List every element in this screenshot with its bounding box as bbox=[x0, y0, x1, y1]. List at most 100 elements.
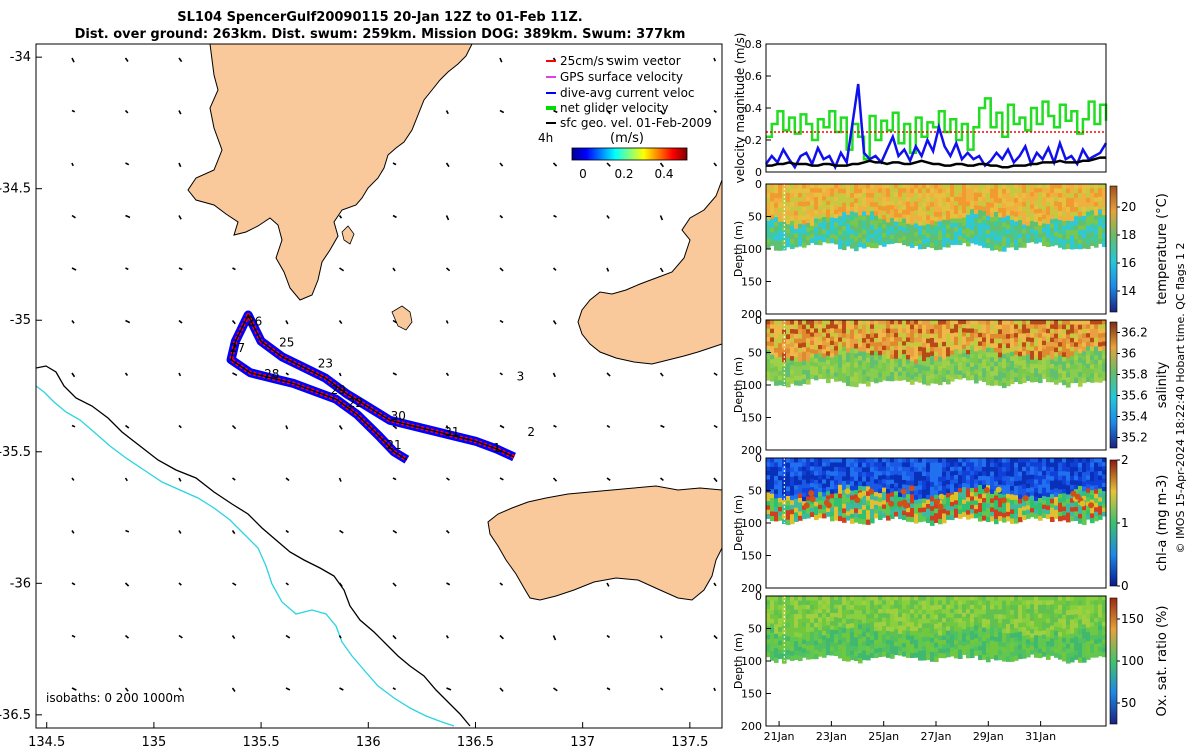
section-cell bbox=[894, 225, 899, 231]
section-cell bbox=[986, 508, 991, 514]
section-cell bbox=[1022, 462, 1027, 468]
section-cell bbox=[1038, 342, 1043, 348]
section-cell bbox=[862, 229, 867, 235]
section-cell bbox=[1034, 496, 1039, 502]
section-cell bbox=[994, 343, 999, 349]
surface-vector bbox=[178, 530, 182, 534]
section-cell bbox=[1094, 507, 1099, 513]
section-cell bbox=[914, 458, 919, 464]
section-cell bbox=[810, 345, 815, 350]
section-cell bbox=[1098, 377, 1103, 383]
section-cell bbox=[1082, 216, 1087, 222]
section-cell bbox=[1098, 373, 1103, 379]
section-cell bbox=[766, 604, 771, 610]
section-cell bbox=[982, 623, 987, 629]
section-cell bbox=[802, 233, 807, 239]
section-cell bbox=[934, 351, 939, 357]
section-cell bbox=[1098, 359, 1103, 365]
day-label: 27 bbox=[230, 341, 245, 355]
section-cell bbox=[1102, 363, 1107, 368]
section-cell bbox=[974, 205, 979, 211]
surface-vector bbox=[713, 372, 718, 376]
surface-vector bbox=[339, 687, 344, 691]
section-cell bbox=[842, 471, 847, 477]
section-cell bbox=[1078, 472, 1083, 478]
section-cell bbox=[990, 245, 995, 251]
section-cell bbox=[898, 475, 903, 481]
section-cell bbox=[890, 483, 895, 489]
section-cell bbox=[1038, 192, 1043, 197]
section-cell bbox=[878, 188, 883, 194]
section-cell bbox=[778, 212, 783, 218]
section-cell bbox=[1006, 471, 1011, 477]
section-cell bbox=[986, 329, 991, 335]
section-cell bbox=[838, 211, 843, 217]
section-cell bbox=[1078, 485, 1083, 492]
section-cell bbox=[1034, 604, 1039, 610]
section-cell bbox=[826, 621, 831, 626]
section-cell bbox=[814, 475, 819, 481]
section-cell bbox=[914, 328, 919, 334]
section-cell bbox=[1038, 360, 1043, 366]
section-cell bbox=[866, 500, 871, 506]
surface-vector bbox=[124, 687, 129, 692]
section-cell bbox=[846, 497, 851, 503]
section-cell bbox=[942, 210, 947, 216]
section-cell bbox=[970, 492, 975, 498]
section-cell bbox=[1058, 480, 1063, 486]
section-cell bbox=[838, 644, 843, 650]
section-cell bbox=[970, 600, 975, 606]
section-cell bbox=[918, 333, 923, 339]
section-cell bbox=[962, 645, 967, 651]
section-cell bbox=[862, 641, 867, 647]
section-cell bbox=[982, 506, 987, 512]
section-cell bbox=[950, 372, 955, 378]
section-cell bbox=[1034, 337, 1039, 343]
section-cell bbox=[838, 618, 843, 624]
section-cell bbox=[798, 502, 803, 508]
section-cell bbox=[790, 472, 795, 478]
section-cell bbox=[770, 184, 775, 189]
section-cell bbox=[834, 596, 839, 601]
section-cell bbox=[830, 234, 835, 240]
section-cell bbox=[986, 657, 991, 663]
section-cell bbox=[934, 508, 939, 514]
section-cell bbox=[946, 233, 951, 239]
section-cell bbox=[786, 458, 791, 464]
section-cell bbox=[890, 234, 895, 240]
section-cell bbox=[866, 367, 871, 373]
section-cell bbox=[974, 458, 979, 463]
section-cell bbox=[1078, 184, 1083, 190]
section-cell bbox=[926, 357, 931, 363]
section-cell bbox=[1098, 475, 1103, 481]
section-cell bbox=[778, 352, 783, 358]
section-cell bbox=[862, 225, 867, 231]
section-cell bbox=[950, 354, 955, 360]
section-cell bbox=[854, 485, 859, 491]
section-cell bbox=[806, 197, 811, 202]
section-cell bbox=[1046, 346, 1051, 352]
section-cell bbox=[1050, 516, 1055, 522]
section-cell bbox=[934, 202, 939, 208]
section-cell bbox=[774, 334, 779, 340]
section-cell bbox=[882, 608, 887, 614]
section-cell bbox=[1042, 504, 1047, 510]
section-cell bbox=[1034, 226, 1039, 231]
section-cell bbox=[874, 613, 879, 619]
section-cell bbox=[890, 350, 895, 356]
section-cell bbox=[874, 346, 879, 352]
section-cell bbox=[822, 479, 827, 485]
section-cell bbox=[806, 352, 811, 358]
section-cell bbox=[1102, 503, 1107, 509]
section-cell bbox=[1014, 359, 1019, 365]
section-cell bbox=[838, 372, 843, 377]
section-cell bbox=[1022, 351, 1027, 357]
section-cell bbox=[890, 488, 895, 494]
section-cell bbox=[790, 504, 795, 511]
section-cell bbox=[842, 508, 847, 514]
section-cell bbox=[1062, 497, 1067, 503]
section-cell bbox=[958, 205, 963, 211]
section-cell bbox=[1010, 619, 1015, 625]
depth-tick-label: 0 bbox=[755, 178, 762, 191]
section-cell bbox=[938, 604, 943, 610]
